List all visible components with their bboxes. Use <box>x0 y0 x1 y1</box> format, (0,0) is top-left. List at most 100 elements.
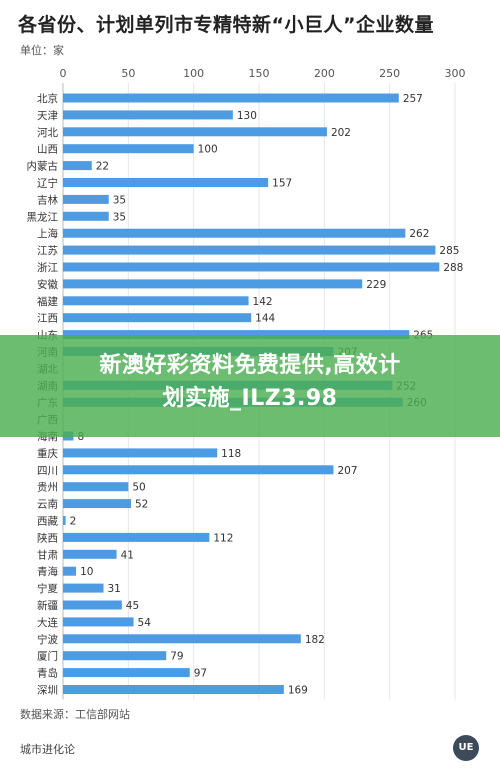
category-label: 四川 <box>37 465 58 477</box>
category-label: 黑龙江 <box>27 210 59 223</box>
bar <box>63 296 249 306</box>
value-label: 157 <box>272 178 292 190</box>
value-label: 182 <box>305 634 325 646</box>
category-label: 天津 <box>37 110 58 122</box>
category-label: 福建 <box>37 295 58 308</box>
category-label: 青岛 <box>37 667 58 680</box>
category-label: 上海 <box>37 227 58 240</box>
bar <box>63 127 327 137</box>
x-tick-label: 200 <box>314 67 335 80</box>
value-label: 207 <box>337 465 357 477</box>
bar <box>63 668 190 678</box>
category-label: 重庆 <box>37 447 58 460</box>
category-label: 吉林 <box>37 193 58 206</box>
category-label: 西藏 <box>37 516 58 528</box>
x-tick-label: 100 <box>183 67 204 80</box>
value-label: 50 <box>132 482 145 494</box>
banner-line-2: 划实施_ILZ3.98 <box>162 386 338 411</box>
bar <box>63 482 129 492</box>
bar <box>63 245 436 255</box>
bar <box>63 532 210 542</box>
category-label: 云南 <box>37 498 58 511</box>
category-label: 甘肃 <box>37 548 58 561</box>
bar <box>63 499 131 509</box>
category-label: 浙江 <box>37 262 58 274</box>
bar <box>63 144 194 154</box>
category-label: 贵州 <box>37 481 58 494</box>
category-label: 青海 <box>37 565 58 578</box>
value-label: 169 <box>288 685 308 697</box>
category-label: 江西 <box>37 313 58 325</box>
category-label: 新疆 <box>37 599 58 612</box>
category-label: 宁夏 <box>37 582 58 595</box>
x-tick-label: 250 <box>379 67 400 80</box>
value-label: 142 <box>253 296 273 308</box>
bar <box>63 634 301 644</box>
value-label: 100 <box>198 144 218 156</box>
unit-label: 单位：家 <box>20 44 64 57</box>
banner-line-1: 新澳好彩资料免费提供,高效计 <box>99 353 401 378</box>
value-label: 41 <box>121 549 134 561</box>
category-label: 陕西 <box>37 531 58 544</box>
category-label: 内蒙古 <box>27 160 59 173</box>
bar <box>63 161 92 171</box>
bar <box>63 600 122 610</box>
bar <box>63 262 440 272</box>
value-label: 202 <box>331 127 351 139</box>
bar <box>63 465 334 475</box>
value-label: 22 <box>96 161 109 173</box>
bar <box>63 110 233 120</box>
bar <box>63 549 117 559</box>
bar <box>63 228 406 238</box>
bar <box>63 279 363 289</box>
bar <box>63 448 218 458</box>
x-tick-label: 0 <box>60 67 67 80</box>
bar <box>63 330 410 340</box>
brand-logo-icon: UE <box>453 735 479 761</box>
chart-title: 各省份、计划单列市专精特新“小巨人”企业数量 <box>18 14 434 36</box>
category-label: 河北 <box>37 127 58 139</box>
bar <box>63 211 109 221</box>
bar <box>63 178 269 187</box>
x-tick-label: 300 <box>445 67 466 80</box>
value-label: 31 <box>108 583 121 595</box>
brand-name: 城市进化论 <box>20 743 75 756</box>
value-label: 130 <box>237 110 257 122</box>
value-label: 262 <box>409 228 429 240</box>
value-label: 35 <box>113 211 126 223</box>
data-source: 数据来源：工信部网站 <box>20 708 130 721</box>
value-label: 257 <box>403 93 423 105</box>
bar <box>63 583 104 593</box>
value-label: 288 <box>443 262 463 274</box>
value-label: 118 <box>221 448 241 460</box>
overlay-banner <box>0 335 500 437</box>
value-label: 229 <box>366 279 386 291</box>
category-label: 大连 <box>37 616 58 629</box>
category-label: 深圳 <box>37 685 58 697</box>
bar <box>63 516 66 525</box>
value-label: 2 <box>70 516 77 528</box>
category-label: 厦门 <box>37 650 58 663</box>
value-label: 144 <box>255 313 275 325</box>
category-label: 安徽 <box>37 278 58 291</box>
banner-text: 新澳好彩资料免费提供,高效计 划实施_ILZ3.98 <box>20 349 480 415</box>
category-label: 北京 <box>37 92 58 105</box>
category-label: 山西 <box>37 144 58 156</box>
value-label: 8 <box>77 431 84 443</box>
value-label: 35 <box>113 194 126 206</box>
x-tick-label: 50 <box>121 67 135 80</box>
value-label: 97 <box>194 668 207 680</box>
category-label: 宁波 <box>37 633 58 646</box>
value-label: 54 <box>138 617 152 629</box>
value-label: 285 <box>439 245 459 257</box>
category-label: 辽宁 <box>37 177 58 190</box>
value-label: 52 <box>135 499 148 511</box>
bar <box>63 651 167 661</box>
bar <box>63 93 399 103</box>
bar <box>63 194 109 204</box>
x-tick-label: 150 <box>249 67 270 80</box>
value-label: 45 <box>126 600 139 612</box>
bar <box>63 313 252 323</box>
category-label: 江苏 <box>37 244 58 257</box>
value-label: 10 <box>80 566 93 578</box>
